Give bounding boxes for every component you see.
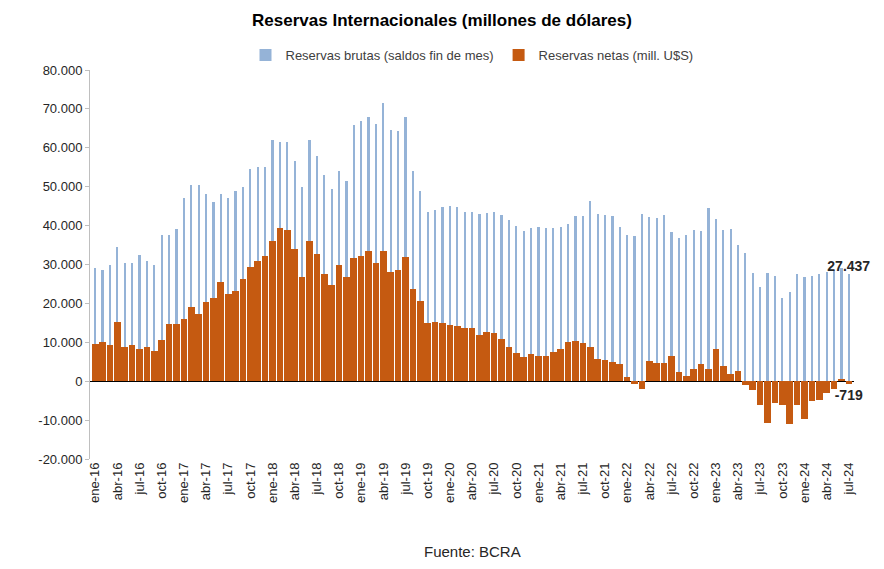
svg-text:jul-20: jul-20 — [486, 463, 501, 496]
svg-text:-20.000: -20.000 — [38, 452, 82, 467]
svg-text:jul-18: jul-18 — [309, 463, 324, 496]
svg-text:abr-16: abr-16 — [110, 463, 125, 501]
svg-text:abr-18: abr-18 — [287, 463, 302, 501]
svg-text:ene-20: ene-20 — [442, 463, 457, 503]
svg-text:ene-23: ene-23 — [708, 463, 723, 503]
svg-text:-10.000: -10.000 — [38, 413, 82, 428]
svg-text:oct-16: oct-16 — [154, 463, 169, 499]
svg-text:abr-17: abr-17 — [198, 463, 213, 501]
svg-text:60.000: 60.000 — [43, 140, 83, 155]
svg-text:Reservas brutas (saldos fin de: Reservas brutas (saldos fin de mes) — [286, 48, 494, 63]
svg-text:oct-23: oct-23 — [775, 463, 790, 499]
svg-text:40.000: 40.000 — [43, 218, 83, 233]
svg-text:jul-17: jul-17 — [220, 463, 235, 496]
svg-text:oct-19: oct-19 — [420, 463, 435, 499]
svg-text:jul-16: jul-16 — [132, 463, 147, 496]
svg-text:oct-21: oct-21 — [597, 463, 612, 499]
svg-text:Reservas Internacionales (mill: Reservas Internacionales (millones de dó… — [252, 11, 632, 30]
svg-text:oct-17: oct-17 — [243, 463, 258, 499]
svg-text:20.000: 20.000 — [43, 296, 83, 311]
svg-text:oct-20: oct-20 — [509, 463, 524, 499]
svg-text:80.000: 80.000 — [43, 63, 83, 78]
svg-text:27.437: 27.437 — [827, 258, 870, 274]
svg-text:jul-24: jul-24 — [841, 463, 856, 496]
svg-text:abr-20: abr-20 — [464, 463, 479, 501]
svg-text:abr-19: abr-19 — [376, 463, 391, 501]
svg-text:oct-18: oct-18 — [331, 463, 346, 499]
svg-text:70.000: 70.000 — [43, 101, 83, 116]
svg-text:ene-17: ene-17 — [176, 463, 191, 503]
svg-text:50.000: 50.000 — [43, 179, 83, 194]
svg-text:jul-19: jul-19 — [398, 463, 413, 496]
svg-text:oct-22: oct-22 — [686, 463, 701, 499]
svg-text:ene-19: ene-19 — [353, 463, 368, 503]
svg-text:ene-16: ene-16 — [87, 463, 102, 503]
svg-text:ene-24: ene-24 — [797, 463, 812, 503]
svg-text:jul-21: jul-21 — [575, 463, 590, 496]
svg-text:jul-23: jul-23 — [752, 463, 767, 496]
svg-text:abr-24: abr-24 — [819, 463, 834, 501]
svg-text:jul-22: jul-22 — [664, 463, 679, 496]
svg-text:abr-21: abr-21 — [553, 463, 568, 501]
svg-text:ene-18: ene-18 — [265, 463, 280, 503]
svg-text:Fuente: BCRA: Fuente: BCRA — [424, 543, 521, 560]
svg-text:ene-21: ene-21 — [531, 463, 546, 503]
svg-text:10.000: 10.000 — [43, 335, 83, 350]
svg-text:abr-22: abr-22 — [642, 463, 657, 501]
svg-text:abr-23: abr-23 — [730, 463, 745, 501]
svg-text:ene-22: ene-22 — [619, 463, 634, 503]
svg-text:0: 0 — [75, 374, 82, 389]
svg-text:30.000: 30.000 — [43, 257, 83, 272]
svg-text:Reservas netas (mill. U$S): Reservas netas (mill. U$S) — [539, 48, 694, 63]
svg-text:-719: -719 — [835, 387, 863, 403]
